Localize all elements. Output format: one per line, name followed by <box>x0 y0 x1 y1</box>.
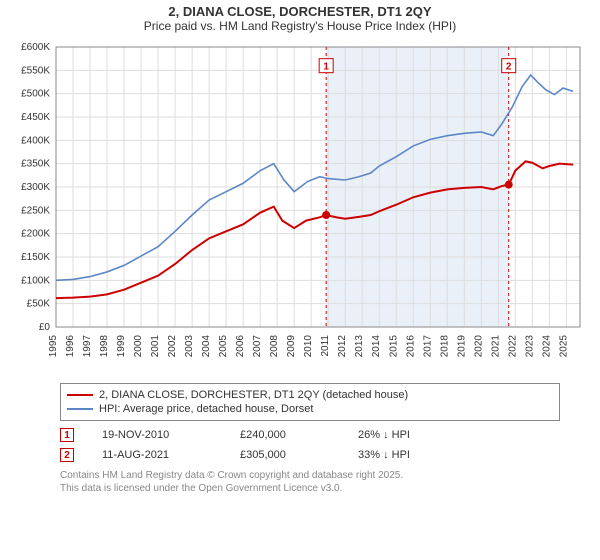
y-tick-label: £500K <box>21 89 50 100</box>
y-tick-label: £300K <box>21 182 50 193</box>
x-tick-label: 2025 <box>558 335 569 358</box>
y-tick-label: £50K <box>27 299 51 310</box>
x-tick-label: 2011 <box>320 335 331 357</box>
x-tick-label: 2008 <box>269 335 280 358</box>
y-tick-label: £550K <box>21 65 50 76</box>
transaction-delta: 33% ↓ HPI <box>358 449 410 461</box>
x-tick-label: 1999 <box>116 335 127 358</box>
legend-swatch <box>67 408 93 410</box>
x-tick-label: 1998 <box>99 335 110 358</box>
x-tick-label: 2017 <box>422 335 433 358</box>
y-tick-label: £450K <box>21 112 50 123</box>
line-chart: £0 £50K £100K £150K £200K £250K £300K £350K £400… <box>0 37 600 377</box>
attribution-line: This data is licensed under the Open Gov… <box>60 482 560 495</box>
x-tick-label: 2009 <box>286 335 297 358</box>
x-tick-label: 2023 <box>524 335 535 358</box>
transaction-price: £240,000 <box>240 429 330 441</box>
x-tick-label: 2005 <box>218 335 229 358</box>
y-tick-label: £600K <box>21 42 50 53</box>
y-tick-label: £400K <box>21 135 50 146</box>
y-tick-label: £100K <box>21 275 50 286</box>
event-marker-label: 2 <box>506 62 512 73</box>
x-tick-label: 2024 <box>541 335 552 358</box>
transaction-delta: 26% ↓ HPI <box>358 429 410 441</box>
y-tick-label: £200K <box>21 229 50 240</box>
x-tick-label: 2021 <box>490 335 501 358</box>
attribution: Contains HM Land Registry data © Crown c… <box>60 469 560 495</box>
transaction-marker: 1 <box>60 428 74 442</box>
transaction-row: 1 19-NOV-2010 £240,000 26% ↓ HPI <box>60 425 560 445</box>
x-tick-label: 2002 <box>167 335 178 358</box>
legend-label: 2, DIANA CLOSE, DORCHESTER, DT1 2QY (det… <box>99 389 408 401</box>
x-tick-label: 1995 <box>48 335 59 358</box>
x-tick-label: 1997 <box>82 335 93 358</box>
legend-swatch <box>67 394 93 396</box>
legend-row: HPI: Average price, detached house, Dors… <box>67 402 553 416</box>
y-tick-label: £0 <box>39 322 51 333</box>
legend-label: HPI: Average price, detached house, Dors… <box>99 403 313 415</box>
x-tick-label: 2020 <box>473 335 484 358</box>
y-tick-label: £350K <box>21 159 50 170</box>
x-tick-label: 2019 <box>456 335 467 358</box>
x-tick-label: 2003 <box>184 335 195 358</box>
x-tick-label: 1996 <box>65 335 76 358</box>
chart-subtitle: Price paid vs. HM Land Registry's House … <box>0 19 600 37</box>
legend-row: 2, DIANA CLOSE, DORCHESTER, DT1 2QY (det… <box>67 388 553 402</box>
event-marker-label: 1 <box>323 62 329 73</box>
x-tick-label: 2006 <box>235 335 246 358</box>
transaction-date: 19-NOV-2010 <box>102 429 212 441</box>
x-tick-label: 2012 <box>337 335 348 358</box>
y-tick-label: £250K <box>21 205 50 216</box>
x-tick-label: 2010 <box>303 335 314 358</box>
x-tick-label: 2007 <box>252 335 263 358</box>
event-point <box>505 181 513 189</box>
x-tick-label: 2000 <box>133 335 144 358</box>
x-tick-label: 2018 <box>439 335 450 358</box>
transaction-date: 11-AUG-2021 <box>102 449 212 461</box>
x-tick-label: 2015 <box>388 335 399 358</box>
x-tick-label: 2016 <box>405 335 416 358</box>
x-tick-label: 2013 <box>354 335 365 358</box>
y-tick-label: £150K <box>21 252 50 263</box>
transactions-table: 1 19-NOV-2010 £240,000 26% ↓ HPI 2 11-AUG-202… <box>60 425 560 465</box>
event-point <box>322 211 330 219</box>
attribution-line: Contains HM Land Registry data © Crown c… <box>60 469 560 482</box>
chart-container: £0 £50K £100K £150K £200K £250K £300K £350K £400… <box>0 37 600 377</box>
x-tick-label: 2001 <box>150 335 161 358</box>
x-tick-label: 2014 <box>371 335 382 358</box>
x-tick-label: 2004 <box>201 335 212 358</box>
transaction-row: 2 11-AUG-2021 £305,000 33% ↓ HPI <box>60 445 560 465</box>
transaction-marker: 2 <box>60 448 74 462</box>
transaction-price: £305,000 <box>240 449 330 461</box>
legend: 2, DIANA CLOSE, DORCHESTER, DT1 2QY (det… <box>60 383 560 421</box>
chart-title: 2, DIANA CLOSE, DORCHESTER, DT1 2QY <box>0 0 600 19</box>
x-tick-label: 2022 <box>507 335 518 358</box>
